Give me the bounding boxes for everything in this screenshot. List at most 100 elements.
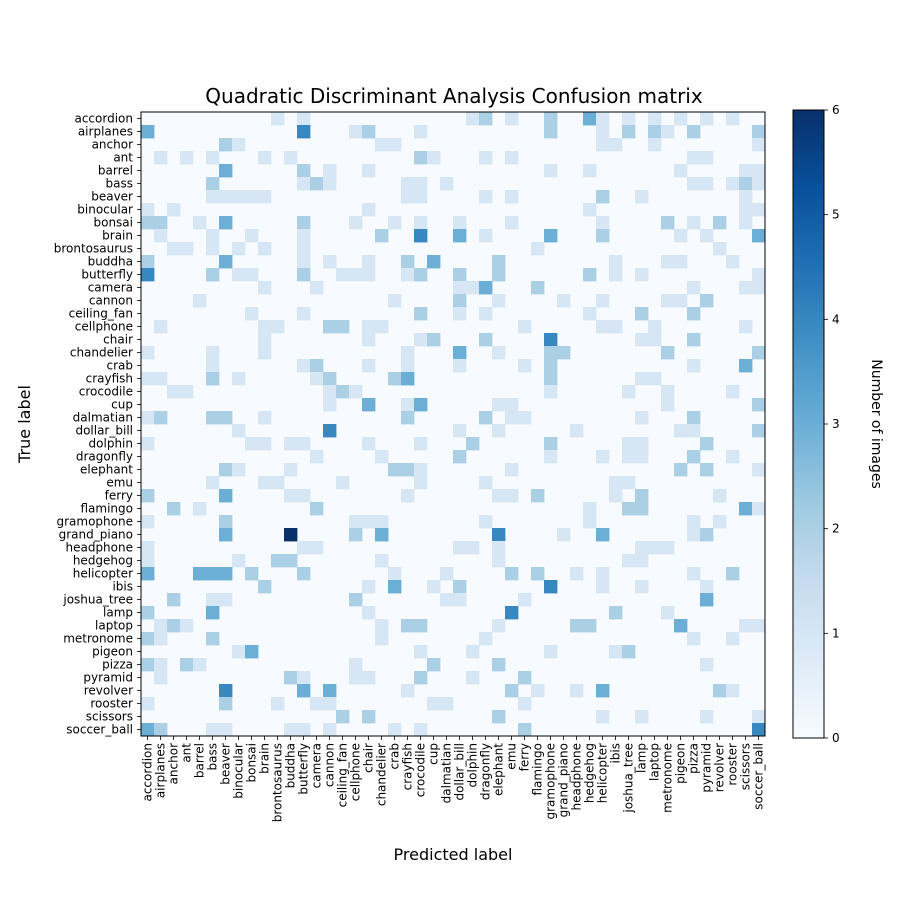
heatmap-cell-flamingo-barrel	[193, 502, 207, 516]
heatmap-cell-dolphin-bonsai	[245, 437, 259, 451]
x-tick-label-elephant: elephant	[492, 743, 506, 796]
heatmap-cell-barrel-gramophone	[544, 164, 558, 178]
heatmap-cell-bonsai-helicopter	[596, 216, 610, 230]
heatmap-cell-helicopter-dalmatian	[440, 567, 454, 581]
heatmap-cell-buddha-ibis	[609, 255, 623, 269]
heatmap-cell-hedgehog-elephant	[492, 554, 506, 568]
heatmap-cell-bonsai-cellphone	[349, 216, 363, 230]
heatmap-cell-rooster-dalmatian	[440, 697, 454, 711]
x-tick-label-pyramid: pyramid	[700, 743, 714, 793]
x-tick-label-gramophone: gramophone	[544, 743, 558, 820]
heatmap-cell-dragonfly-helicopter	[596, 450, 610, 464]
heatmap-cell-dolphin-brain	[258, 437, 272, 451]
x-tick-label-ferry: ferry	[518, 743, 532, 771]
heatmap-cell-camera-flamingo	[531, 281, 545, 295]
x-tick-label-ceiling_fan: ceiling_fan	[336, 743, 350, 807]
heatmap-cell-joshua_tree-bass	[206, 593, 220, 607]
heatmap-cell-barrel-scissors	[739, 164, 753, 178]
heatmap-cell-ant-emu	[505, 151, 519, 165]
heatmap-cell-hedgehog-accordion	[141, 554, 155, 568]
heatmap-cell-scissors-elephant	[492, 710, 506, 724]
heatmap-cell-headphone-laptop	[648, 541, 662, 555]
heatmap-cell-cup-elephant	[492, 398, 506, 412]
heatmap-cell-gramophone-pizza	[687, 515, 701, 529]
heatmap-cell-beaver-lamp	[635, 190, 649, 204]
heatmap-cell-ibis-cup	[427, 580, 441, 594]
y-tick-label-ant: ant	[113, 151, 133, 165]
y-axis-ticks: accordionairplanesanchorantbarrelbassbea…	[54, 112, 141, 737]
heatmap-cell-cup-crayfish	[401, 398, 415, 412]
heatmap-cell-brain-butterfly	[297, 229, 311, 243]
heatmap-cell-beaver-bass	[206, 190, 220, 204]
heatmap-cell-brain-chandelier	[375, 229, 389, 243]
heatmap-cell-chandelier-accordion	[141, 346, 155, 360]
heatmap-cell-ceiling_fan-butterfly	[297, 307, 311, 321]
heatmap-cell-anchor-soccer_ball	[752, 138, 766, 152]
heatmap-cell-accordion-gramophone	[544, 112, 558, 126]
y-tick-label-crab: crab	[106, 359, 133, 373]
heatmap-cell-bonsai-scissors	[739, 216, 753, 230]
heatmap-cell-beaver-binocular	[232, 190, 246, 204]
heatmap-cell-buddha-pigeon	[674, 255, 688, 269]
heatmap-cell-soccer_ball-ferry	[518, 723, 532, 737]
heatmap-cell-buddha-accordion	[141, 255, 155, 269]
heatmap-cell-accordion-joshua_tree	[622, 112, 636, 126]
heatmap-cell-ibis-gramophone	[544, 580, 558, 594]
heatmap-cell-cannon-dollar_bill	[453, 294, 467, 308]
heatmap-cell-revolver-butterfly	[297, 684, 311, 698]
heatmap-cell-crayfish-laptop	[648, 372, 662, 386]
heatmap-cell-camera-scissors	[739, 281, 753, 295]
heatmap-cell-cannon-pigeon	[674, 294, 688, 308]
y-tick-label-cup: cup	[111, 398, 133, 412]
heatmap-cell-cup-soccer_ball	[752, 398, 766, 412]
heatmap-cell-buddha-cup	[427, 255, 441, 269]
heatmap-cell-cannon-barrel	[193, 294, 207, 308]
heatmap-cell-chair-dragonfly	[479, 333, 493, 347]
heatmap-cell-buddha-metronome	[661, 255, 675, 269]
heatmap-cell-joshua_tree-beaver	[219, 593, 233, 607]
heatmap-cell-bonsai-pizza	[687, 216, 701, 230]
heatmap-cell-camera-dragonfly	[479, 281, 493, 295]
heatmap-cell-gramophone-beaver	[219, 515, 233, 529]
colorbar-tick-label-4: 4	[832, 312, 840, 326]
x-tick-label-bass: bass	[206, 743, 220, 770]
heatmap-cell-crayfish-accordion	[141, 372, 155, 386]
y-tick-label-dragonfly: dragonfly	[76, 450, 133, 464]
heatmap-cell-pizza-ant	[180, 658, 194, 672]
heatmap-cell-joshua_tree-dollar_bill	[453, 593, 467, 607]
heatmap-cell-dollar_bill-pizza	[687, 424, 701, 438]
heatmap-cell-ferry-accordion	[141, 489, 155, 503]
heatmap-cell-ferry-beaver	[219, 489, 233, 503]
heatmap-cell-laptop-crocodile	[414, 619, 428, 633]
heatmap-cell-flamingo-hedgehog	[583, 502, 597, 516]
heatmap-cell-chair-cup	[427, 333, 441, 347]
heatmap-cell-bass-pizza	[687, 177, 701, 191]
heatmap-cell-helicopter-bonsai	[245, 567, 259, 581]
heatmap-cell-dalmatian-ferry	[518, 411, 532, 425]
heatmap-cell-pigeon-bonsai	[245, 645, 259, 659]
heatmap-cell-ferry-revolver	[713, 489, 727, 503]
heatmap-cell-chair-pizza	[687, 333, 701, 347]
y-tick-label-chair: chair	[103, 333, 133, 347]
x-tick-label-emu: emu	[505, 743, 519, 770]
heatmap-cell-pyramid-airplanes	[154, 671, 168, 685]
heatmap-cell-crocodile-metronome	[661, 385, 675, 399]
heatmap-cell-scissors-pyramid	[700, 710, 714, 724]
heatmap-cell-airplanes-metronome	[661, 125, 675, 139]
heatmap-cell-bass-rooster	[726, 177, 740, 191]
heatmap-cell-elephant-binocular	[232, 463, 246, 477]
heatmap-cell-ibis-lamp	[635, 580, 649, 594]
heatmap-cell-brontosaurus-bass	[206, 242, 220, 256]
heatmap-cell-bass-cannon	[323, 177, 337, 191]
heatmap-cell-pyramid-crocodile	[414, 671, 428, 685]
heatmap-cell-beaver-scissors	[739, 190, 753, 204]
heatmap-cell-butterfly-bass	[206, 268, 220, 282]
heatmap-cell-hedgehog-brontosaurus	[271, 554, 285, 568]
x-tick-label-camera: camera	[310, 743, 324, 788]
heatmap-cell-laptop-pigeon	[674, 619, 688, 633]
heatmap-cell-joshua_tree-pyramid	[700, 593, 714, 607]
heatmap-cell-barrel-chair	[362, 164, 376, 178]
heatmap-cell-crab-gramophone	[544, 359, 558, 373]
heatmap-cell-scissors-lamp	[635, 710, 649, 724]
x-tick-label-dolphin: dolphin	[466, 743, 480, 787]
